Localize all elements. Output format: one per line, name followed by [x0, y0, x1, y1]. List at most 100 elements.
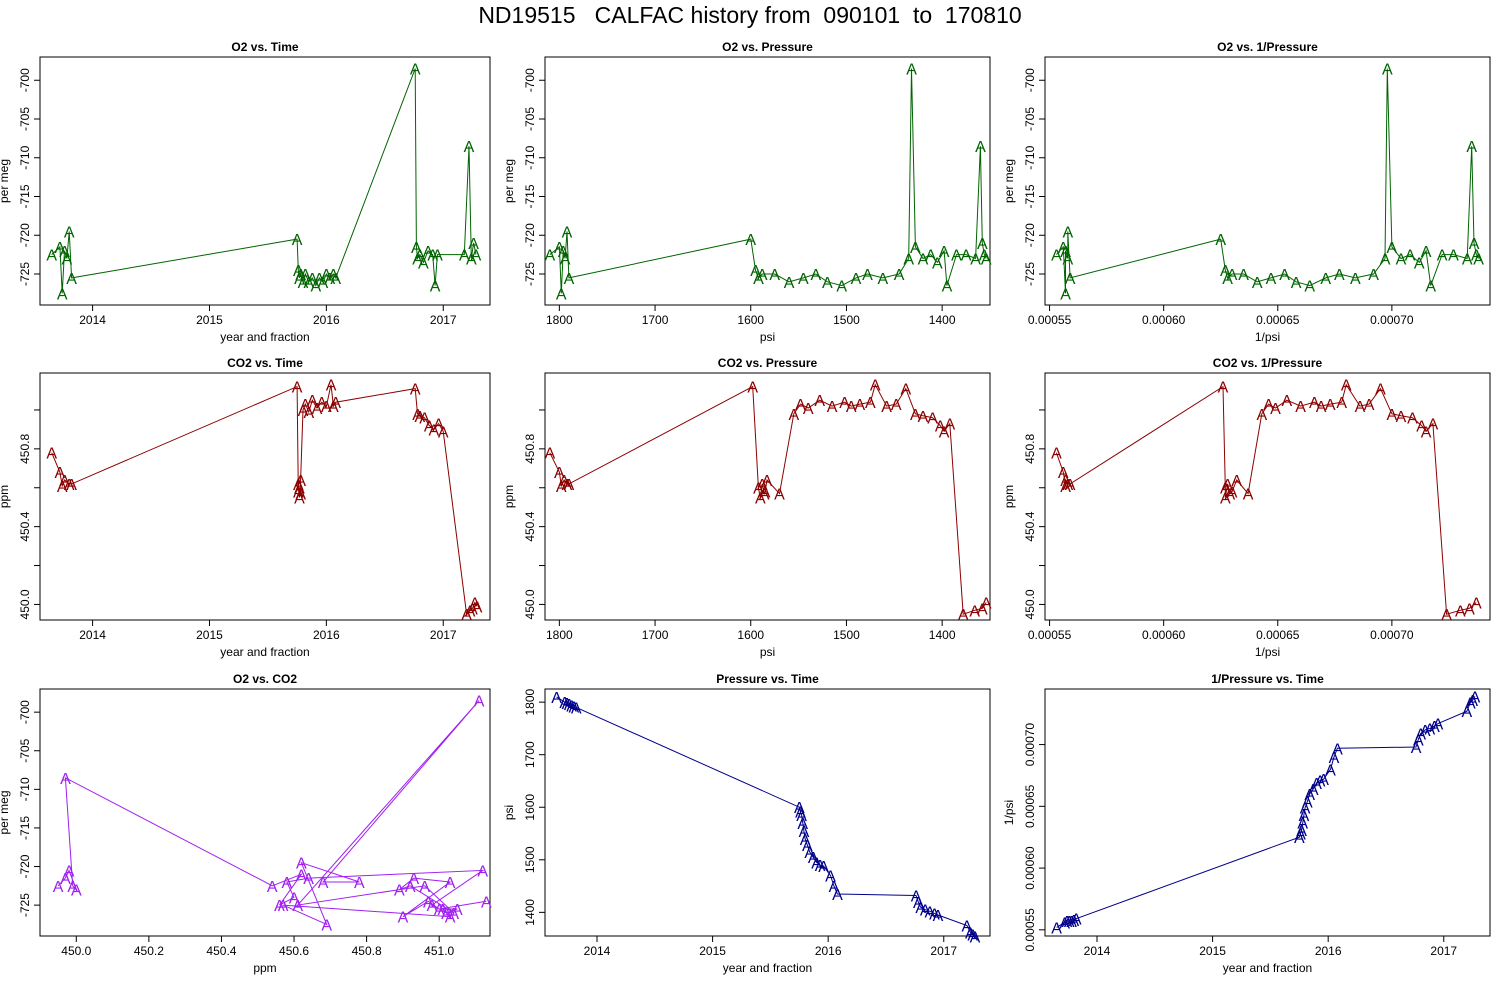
data-point: A: [423, 244, 434, 261]
data-point: A: [797, 816, 808, 833]
data-point: A: [1279, 267, 1290, 284]
data-point: A: [822, 275, 833, 292]
y-tick-label: 1800: [523, 688, 537, 715]
data-point: A: [303, 871, 314, 888]
plot-frame: [39, 372, 491, 621]
chart-title: O2 vs. Time: [231, 40, 298, 54]
data-point: A: [745, 232, 756, 249]
data-point: A: [762, 473, 773, 490]
data-point: A: [913, 895, 924, 912]
data-point: A: [1215, 232, 1226, 249]
data-point: A: [1295, 399, 1306, 416]
series-line: [51, 384, 478, 616]
data-point: A: [769, 267, 780, 284]
data-point: A: [445, 910, 456, 927]
data-point: A: [571, 700, 582, 717]
plot-frame: [1044, 372, 1491, 621]
data-point: A: [295, 473, 306, 490]
data-point: A: [747, 380, 758, 397]
data-point: A: [1425, 279, 1436, 296]
data-point: A: [55, 240, 66, 257]
data-point: A: [825, 869, 836, 886]
data-point: A: [1220, 263, 1231, 280]
data-point: A: [445, 875, 456, 892]
data-point: A: [942, 279, 953, 296]
data-point: A: [846, 399, 857, 416]
data-point: A: [970, 930, 981, 947]
data-point: A: [774, 487, 785, 504]
data-point: A: [1294, 830, 1305, 847]
data-point: A: [1387, 240, 1398, 257]
data-point: A: [1062, 252, 1073, 269]
data-point: A: [551, 690, 562, 707]
data-point: A: [556, 286, 567, 303]
data-point: A: [1227, 267, 1238, 284]
x-tick-label: 1600: [737, 628, 764, 642]
data-point: A: [1315, 773, 1326, 790]
data-point: A: [1304, 279, 1315, 296]
y-axis-label: per meg: [502, 159, 516, 203]
x-tick-label: 1700: [642, 628, 669, 642]
data-point: A: [920, 903, 931, 920]
data-point: A: [564, 477, 575, 494]
y-tick-label: 450.0: [523, 589, 537, 619]
data-point: A: [910, 240, 921, 257]
data-point: A: [307, 393, 318, 410]
y-tick-label: -715: [1023, 184, 1037, 208]
data-point: A: [1051, 446, 1062, 463]
x-tick-label: 0.00055: [1028, 628, 1072, 642]
data-point: A: [1220, 481, 1231, 498]
x-tick-label: 2015: [1199, 944, 1226, 958]
y-axis-label: ppm: [0, 485, 11, 508]
data-point: A: [1425, 722, 1436, 739]
y-axis-label: per meg: [1002, 159, 1016, 203]
data-point: A: [981, 252, 992, 269]
data-point: A: [398, 910, 409, 927]
data-point: A: [1220, 490, 1231, 507]
x-tick-label: 2017: [1430, 944, 1457, 958]
x-axis-label: 1/psi: [1255, 330, 1280, 344]
x-tick-label: 450.8: [352, 944, 382, 958]
y-tick-label: 0.00055: [1023, 908, 1037, 952]
data-point: A: [300, 267, 311, 284]
data-point: A: [432, 248, 443, 265]
data-point: A: [66, 477, 77, 494]
data-point: A: [935, 419, 946, 436]
y-tick-label: -725: [523, 262, 537, 286]
y-tick-label: 450.4: [523, 511, 537, 541]
series-line: [1056, 68, 1480, 294]
data-point: A: [1296, 823, 1307, 840]
x-tick-label: 0.00070: [1370, 628, 1414, 642]
y-tick-label: 0.00060: [1023, 846, 1037, 890]
data-point: A: [294, 271, 305, 288]
data-point: A: [294, 490, 305, 507]
y-tick-label: 0.00065: [1023, 784, 1037, 828]
data-point: A: [1334, 267, 1345, 284]
y-tick-label: -725: [18, 893, 32, 917]
data-point: A: [939, 244, 950, 261]
data-point: A: [564, 271, 575, 288]
y-tick-label: 450.8: [523, 434, 537, 464]
data-point: A: [808, 850, 819, 867]
data-point: A: [66, 271, 77, 288]
data-point: A: [559, 473, 570, 490]
data-point: A: [412, 252, 423, 269]
data-point: A: [927, 411, 938, 428]
data-point: A: [467, 601, 478, 618]
data-point: A: [1302, 794, 1313, 811]
data-point: A: [967, 927, 978, 944]
x-tick-label: 2014: [584, 944, 611, 958]
data-point: A: [1470, 689, 1481, 706]
data-point: A: [292, 380, 303, 397]
y-axis-label: per meg: [0, 159, 11, 203]
data-point: A: [1071, 912, 1082, 929]
x-tick-label: 1500: [833, 313, 860, 327]
data-point: A: [1350, 271, 1361, 288]
data-point: A: [827, 399, 838, 416]
data-point: A: [465, 603, 476, 620]
data-point: A: [57, 479, 68, 496]
data-point: A: [293, 477, 304, 494]
y-tick-label: -700: [18, 700, 32, 724]
x-tick-label: 0.00065: [1256, 628, 1300, 642]
